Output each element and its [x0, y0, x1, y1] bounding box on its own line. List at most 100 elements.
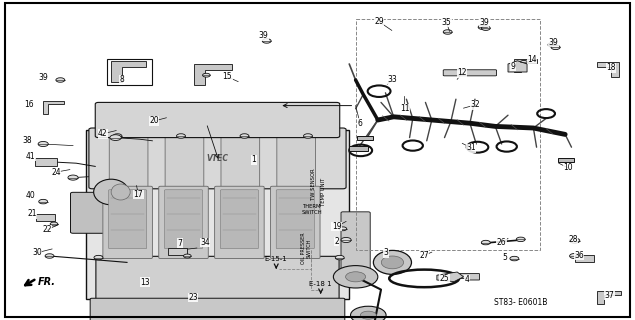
Circle shape — [304, 134, 312, 138]
Text: 39: 39 — [38, 73, 48, 82]
Text: TEMP UNIT: TEMP UNIT — [321, 178, 326, 206]
Text: FR.: FR. — [38, 276, 56, 287]
Circle shape — [551, 45, 560, 50]
Text: E-18 1: E-18 1 — [309, 281, 332, 287]
Text: 9: 9 — [511, 62, 516, 71]
Circle shape — [341, 237, 351, 243]
Text: 2: 2 — [334, 237, 339, 246]
Text: 34: 34 — [200, 238, 210, 247]
Text: 8: 8 — [119, 76, 124, 84]
Circle shape — [520, 60, 528, 64]
Bar — [36, 214, 55, 221]
Text: 31: 31 — [466, 143, 476, 152]
Ellipse shape — [111, 184, 130, 200]
Circle shape — [345, 272, 366, 282]
Circle shape — [94, 255, 103, 260]
Bar — [168, 248, 187, 255]
Text: 41: 41 — [25, 152, 36, 161]
FancyBboxPatch shape — [103, 186, 152, 259]
Text: 7: 7 — [177, 239, 182, 248]
Circle shape — [110, 135, 121, 140]
Ellipse shape — [94, 179, 128, 205]
Polygon shape — [514, 59, 537, 72]
Polygon shape — [457, 274, 479, 280]
Text: 39: 39 — [258, 31, 269, 40]
Text: ST83- E0601B: ST83- E0601B — [494, 298, 547, 307]
FancyBboxPatch shape — [86, 130, 349, 299]
Text: THERM
SWITCH: THERM SWITCH — [302, 204, 323, 215]
Text: 27: 27 — [419, 251, 429, 260]
Circle shape — [360, 311, 377, 319]
Polygon shape — [597, 62, 619, 77]
FancyBboxPatch shape — [443, 70, 497, 76]
Text: 32: 32 — [470, 100, 480, 109]
Circle shape — [339, 227, 347, 231]
Text: 36: 36 — [574, 251, 584, 260]
Circle shape — [240, 134, 249, 138]
Circle shape — [38, 141, 48, 147]
Text: E-15-1: E-15-1 — [265, 256, 288, 262]
Polygon shape — [508, 61, 527, 72]
Text: 42: 42 — [98, 129, 108, 138]
FancyBboxPatch shape — [215, 186, 264, 259]
Circle shape — [113, 134, 122, 138]
Text: 25: 25 — [439, 274, 450, 283]
Text: 18: 18 — [606, 63, 615, 72]
Text: 23: 23 — [188, 293, 198, 302]
FancyBboxPatch shape — [165, 129, 204, 191]
Circle shape — [335, 255, 344, 260]
Text: 5: 5 — [502, 253, 507, 262]
Text: 40: 40 — [25, 191, 36, 200]
Text: 37: 37 — [605, 291, 615, 300]
Text: 24: 24 — [51, 168, 61, 177]
Text: 21: 21 — [27, 209, 36, 218]
Bar — [356, 19, 540, 250]
Circle shape — [262, 39, 271, 43]
Circle shape — [351, 306, 386, 320]
Text: 15: 15 — [222, 72, 232, 81]
FancyBboxPatch shape — [341, 212, 370, 278]
Text: 19: 19 — [331, 222, 342, 231]
Text: 4: 4 — [464, 276, 469, 284]
Bar — [357, 136, 373, 140]
Circle shape — [50, 222, 58, 226]
FancyBboxPatch shape — [90, 298, 345, 320]
Text: 16: 16 — [24, 100, 34, 109]
Circle shape — [478, 25, 487, 29]
Text: 11: 11 — [400, 104, 409, 113]
FancyBboxPatch shape — [89, 128, 346, 189]
Polygon shape — [43, 101, 64, 114]
Ellipse shape — [381, 256, 404, 269]
FancyBboxPatch shape — [109, 129, 148, 191]
Text: 3: 3 — [384, 248, 389, 257]
Text: 38: 38 — [22, 136, 32, 145]
Circle shape — [516, 237, 525, 242]
FancyBboxPatch shape — [96, 256, 339, 300]
Text: 29: 29 — [374, 17, 384, 26]
FancyBboxPatch shape — [221, 129, 260, 191]
Bar — [559, 158, 575, 162]
Text: VTEC: VTEC — [206, 154, 229, 163]
Polygon shape — [194, 64, 232, 85]
Bar — [575, 255, 594, 262]
Text: 39: 39 — [479, 18, 489, 27]
Text: 28: 28 — [568, 235, 577, 244]
Text: 20: 20 — [149, 116, 159, 125]
FancyBboxPatch shape — [271, 186, 320, 259]
Text: 22: 22 — [43, 225, 51, 234]
Circle shape — [56, 78, 65, 82]
Text: TW SENSOR: TW SENSOR — [311, 168, 316, 200]
Circle shape — [570, 238, 580, 243]
Text: 1: 1 — [251, 156, 257, 164]
Ellipse shape — [373, 250, 411, 274]
FancyBboxPatch shape — [164, 190, 203, 249]
Polygon shape — [111, 61, 146, 82]
Bar — [107, 59, 152, 85]
Text: 14: 14 — [527, 55, 537, 64]
Circle shape — [39, 199, 48, 204]
Circle shape — [203, 73, 210, 77]
FancyBboxPatch shape — [159, 186, 208, 259]
Bar — [34, 157, 57, 166]
Text: 10: 10 — [563, 164, 573, 172]
Text: 12: 12 — [458, 68, 467, 77]
